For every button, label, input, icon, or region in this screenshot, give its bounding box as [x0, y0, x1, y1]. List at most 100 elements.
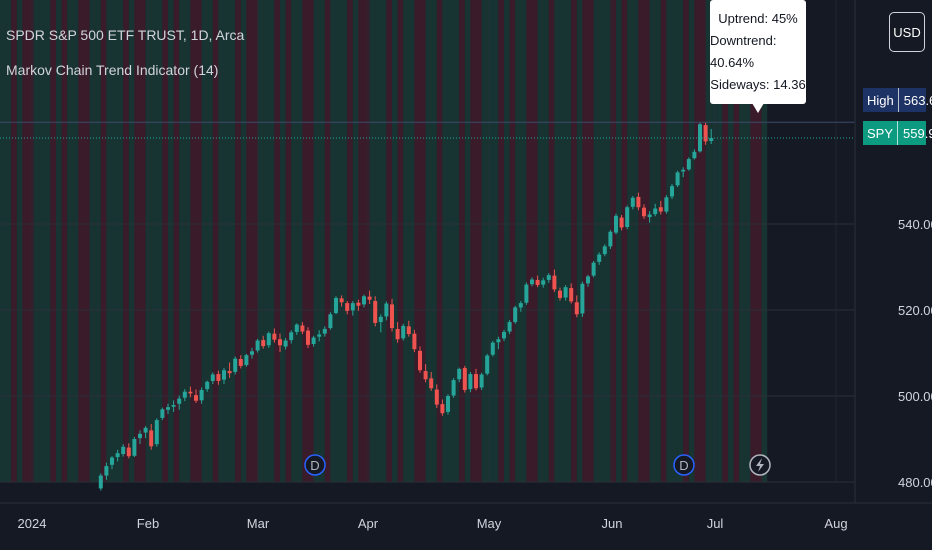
candle[interactable] — [670, 184, 674, 200]
candle[interactable] — [132, 436, 137, 458]
candle[interactable] — [194, 389, 198, 403]
candle[interactable] — [479, 372, 484, 390]
candle[interactable] — [675, 170, 680, 188]
candle[interactable] — [395, 322, 400, 343]
candle[interactable] — [429, 371, 434, 391]
candle[interactable] — [457, 367, 462, 383]
candle[interactable] — [692, 149, 697, 160]
candle[interactable] — [541, 277, 546, 288]
candle[interactable] — [205, 380, 210, 392]
candle[interactable] — [255, 338, 260, 353]
candle[interactable] — [138, 430, 142, 445]
candle[interactable] — [384, 301, 389, 321]
candle[interactable] — [350, 300, 355, 316]
candle[interactable] — [238, 355, 243, 369]
candle[interactable] — [362, 294, 366, 308]
candle[interactable] — [591, 260, 596, 278]
candle[interactable] — [440, 399, 445, 416]
candle[interactable] — [115, 449, 120, 462]
candle[interactable] — [608, 230, 613, 249]
candle[interactable] — [636, 192, 641, 211]
candle[interactable] — [490, 340, 495, 357]
candle[interactable] — [681, 167, 686, 178]
candle[interactable] — [530, 277, 534, 287]
indicator-title[interactable]: Markov Chain Trend Indicator (14) — [6, 62, 219, 78]
candle[interactable] — [378, 314, 383, 333]
candle[interactable] — [418, 346, 422, 373]
candle[interactable] — [653, 203, 658, 217]
candle[interactable] — [104, 462, 109, 480]
candle[interactable] — [496, 336, 501, 350]
candle[interactable] — [574, 295, 579, 318]
candle[interactable] — [602, 244, 607, 257]
candle[interactable] — [373, 296, 378, 327]
candle[interactable] — [250, 347, 254, 359]
candle[interactable] — [535, 275, 540, 288]
candle[interactable] — [244, 353, 249, 367]
candle[interactable] — [647, 211, 652, 223]
candle[interactable] — [177, 395, 182, 410]
candle[interactable] — [630, 196, 635, 210]
candle[interactable] — [412, 329, 417, 353]
candle[interactable] — [709, 128, 714, 145]
candle[interactable] — [334, 296, 338, 315]
candle[interactable] — [485, 353, 490, 376]
candle[interactable] — [306, 327, 310, 348]
candle[interactable] — [154, 418, 159, 447]
candle[interactable] — [614, 213, 618, 235]
candle[interactable] — [322, 326, 327, 337]
candle[interactable] — [703, 122, 708, 145]
candle[interactable] — [261, 335, 266, 349]
candle[interactable] — [468, 371, 473, 393]
candle[interactable] — [289, 330, 294, 344]
candle[interactable] — [283, 337, 288, 350]
candle[interactable] — [278, 333, 282, 353]
candle[interactable] — [642, 204, 646, 219]
candle[interactable] — [367, 290, 372, 304]
candle[interactable] — [625, 205, 630, 230]
candle[interactable] — [143, 426, 148, 439]
candle[interactable] — [546, 273, 551, 283]
candle[interactable] — [406, 320, 411, 337]
candle[interactable] — [401, 323, 406, 341]
candle[interactable] — [216, 370, 221, 385]
candle[interactable] — [222, 368, 226, 384]
candle[interactable] — [356, 299, 361, 311]
candle[interactable] — [294, 323, 299, 335]
candle[interactable] — [300, 322, 305, 335]
candle[interactable] — [182, 389, 187, 402]
candle[interactable] — [126, 443, 131, 459]
candle[interactable] — [686, 157, 691, 171]
candle[interactable] — [569, 283, 574, 304]
candle[interactable] — [121, 444, 126, 457]
candle[interactable] — [233, 356, 238, 375]
candle[interactable] — [698, 122, 702, 153]
symbol-title[interactable]: SPDR S&P 500 ETF TRUST, 1D, Arca — [6, 27, 245, 43]
dividend-icon[interactable]: D — [673, 454, 695, 476]
candle[interactable] — [664, 195, 669, 214]
candle[interactable] — [507, 319, 512, 335]
candle[interactable] — [586, 274, 590, 287]
candle[interactable] — [210, 372, 215, 384]
candle[interactable] — [390, 298, 394, 332]
candle[interactable] — [266, 331, 271, 348]
candle[interactable] — [345, 300, 350, 315]
candle[interactable] — [658, 200, 663, 215]
candle[interactable] — [434, 384, 439, 409]
candle[interactable] — [580, 281, 585, 317]
candle[interactable] — [149, 423, 154, 450]
candle[interactable] — [166, 403, 170, 415]
currency-button[interactable]: USD — [889, 12, 925, 52]
candle[interactable] — [160, 407, 165, 421]
candle[interactable] — [502, 329, 506, 341]
earnings-bolt-icon[interactable] — [749, 454, 771, 476]
candle[interactable] — [474, 368, 478, 391]
candle[interactable] — [98, 473, 103, 491]
candle[interactable] — [110, 456, 114, 470]
candle[interactable] — [597, 252, 602, 265]
candle[interactable] — [619, 214, 624, 231]
candle[interactable] — [462, 365, 467, 393]
candle[interactable] — [317, 330, 322, 342]
candle[interactable] — [188, 386, 193, 398]
candle[interactable] — [339, 295, 344, 307]
